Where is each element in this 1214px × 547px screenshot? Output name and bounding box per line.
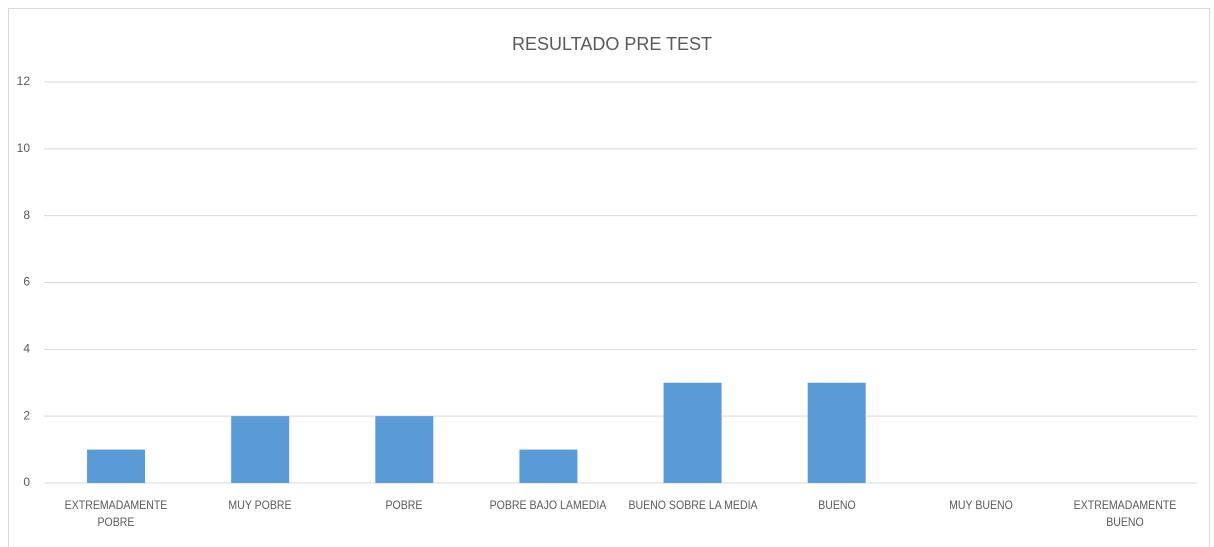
bar — [231, 416, 290, 483]
bar — [807, 382, 866, 483]
chart-title: RESULTADO PRE TEST — [512, 34, 712, 54]
x-tick-label: POBRE BAJO LAMEDIA — [490, 498, 607, 512]
bar — [87, 449, 146, 483]
x-tick-label: EXTREMADAMENTE POBRE — [64, 498, 168, 529]
x-tick-label: POBRE — [385, 498, 423, 512]
y-tick-label: 4 — [23, 342, 30, 356]
y-tick-label: 2 — [23, 408, 30, 422]
x-tick-label: MUY POBRE — [228, 498, 292, 512]
y-tick-label: 10 — [17, 141, 31, 155]
x-tick-label: BUENO — [817, 498, 856, 512]
y-tick-label: 6 — [23, 275, 30, 289]
y-tick-label: 0 — [23, 475, 30, 489]
y-tick-label: 12 — [17, 74, 31, 88]
x-tick-label: MUY BUENO — [948, 498, 1013, 512]
x-tick-label: EXTREMADAMENTE BUENO — [1073, 498, 1177, 529]
y-tick-label: 8 — [23, 208, 30, 222]
bar — [375, 416, 434, 483]
bar — [519, 449, 578, 483]
chart-border — [8, 8, 1210, 547]
x-tick-label: BUENO SOBRE LA MEDIA — [628, 498, 758, 512]
bar — [663, 382, 722, 483]
